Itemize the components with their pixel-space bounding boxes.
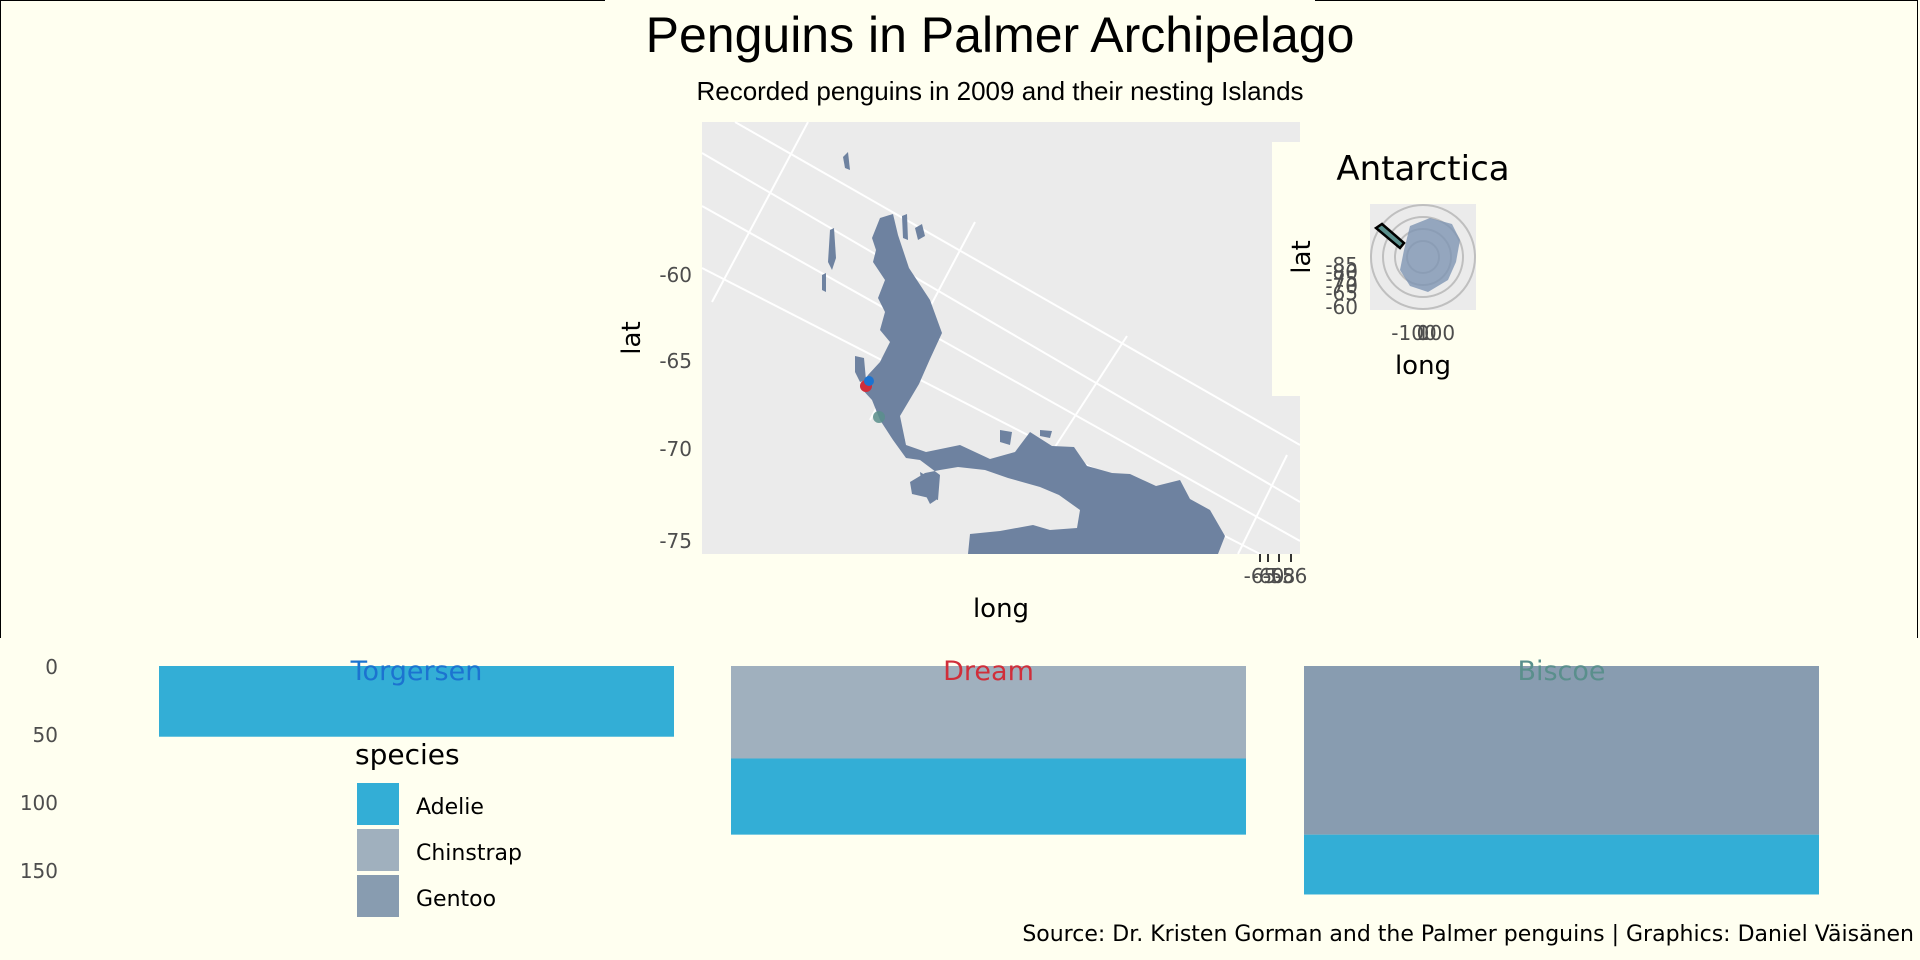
map-x-ticks: -65 -60 -58 -56 — [1244, 564, 1308, 588]
bar-facets: 0 50 100 150 Torgersen Dream Biscoe — [20, 655, 1819, 895]
legend: species Adelie Chinstrap Gentoo — [355, 738, 522, 917]
map-x-tick-marks — [1259, 554, 1292, 562]
map-y-tick-3: -70 — [659, 437, 692, 461]
map-land — [822, 152, 1225, 554]
bar-torgersen-adelie — [159, 666, 674, 737]
bar-y-ticks: 0 50 100 150 — [20, 655, 58, 883]
facet-label-biscoe: Biscoe — [1517, 656, 1605, 687]
inset-y-tick-4: -70 — [1325, 274, 1358, 298]
legend-swatch-adelie — [357, 783, 399, 825]
bar-biscoe-adelie — [1304, 834, 1819, 895]
inset-y-label: lat — [1287, 240, 1317, 273]
inset-x-tick-3: 100 — [1417, 321, 1455, 345]
map-y-tick-1: -60 — [659, 263, 692, 287]
inset-y-ticks: -85 -80 -75 -70 -65 -60 — [1325, 253, 1358, 319]
inset-x-tick-1: -100 — [1391, 321, 1436, 345]
bar-y-tick-3: 100 — [20, 791, 58, 815]
inset-antarctica — [1400, 218, 1460, 292]
map-y-ticks: -60 -65 -70 -75 — [659, 263, 692, 553]
map-x-tick-1: -65 — [1244, 564, 1277, 588]
bar-dream-adelie — [731, 758, 1246, 835]
legend-label-chinstrap: Chinstrap — [416, 841, 522, 866]
bar-y-tick-1: 0 — [45, 655, 58, 679]
inset-y-tick-2: -80 — [1325, 260, 1358, 284]
map-y-tick-2: -65 — [659, 349, 692, 373]
legend-label-gentoo: Gentoo — [416, 887, 496, 912]
inset-panel: Antarctica -85 -80 -75 -70 -65 -60 -100 … — [1272, 142, 1602, 396]
map-x-tick-2: -60 — [1252, 564, 1285, 588]
map-point-torgersen — [864, 376, 874, 386]
inset-x-ticks: -100 0 100 — [1391, 321, 1455, 345]
bar-biscoe-gentoo — [1304, 666, 1819, 835]
map-x-tick-4: -56 — [1275, 564, 1308, 588]
legend-title: species — [355, 738, 460, 771]
legend-swatch-gentoo — [357, 875, 399, 917]
inset-region-box — [1373, 222, 1406, 250]
map-x-label: long — [973, 594, 1029, 624]
legend-label-adelie: Adelie — [416, 795, 484, 820]
facet-label-dream: Dream — [943, 656, 1034, 687]
inset-y-tick-5: -65 — [1325, 281, 1358, 305]
bar-y-tick-2: 50 — [33, 723, 58, 747]
legend-swatch-chinstrap — [357, 829, 399, 871]
inset-y-tick-1: -85 — [1325, 253, 1358, 277]
source-caption: Source: Dr. Kristen Gorman and the Palme… — [1022, 922, 1914, 947]
map-y-label: lat — [617, 321, 647, 354]
bar-y-tick-4: 150 — [20, 859, 58, 883]
inset-y-tick-6: -60 — [1325, 295, 1358, 319]
map-background — [702, 122, 1300, 554]
chart-subtitle: Recorded penguins in 2009 and their nest… — [696, 76, 1304, 106]
facet-label-torgersen: Torgersen — [350, 656, 483, 687]
bar-dream-chinstrap — [731, 666, 1246, 759]
inset-x-label: long — [1395, 351, 1451, 381]
map-y-tick-4: -75 — [659, 529, 692, 553]
chart-title: Penguins in Palmer Archipelago — [645, 7, 1355, 63]
map-x-tick-3: -58 — [1263, 564, 1296, 588]
inset-y-tick-3: -75 — [1325, 267, 1358, 291]
inset-x-tick-2: 0 — [1417, 321, 1430, 345]
frame-gap — [605, 0, 1315, 1]
map-point-biscoe — [873, 411, 885, 423]
map-panel: -60 -65 -70 -75 -65 -60 -58 -56 long lat — [617, 121, 1308, 624]
inset-title: Antarctica — [1336, 149, 1509, 189]
